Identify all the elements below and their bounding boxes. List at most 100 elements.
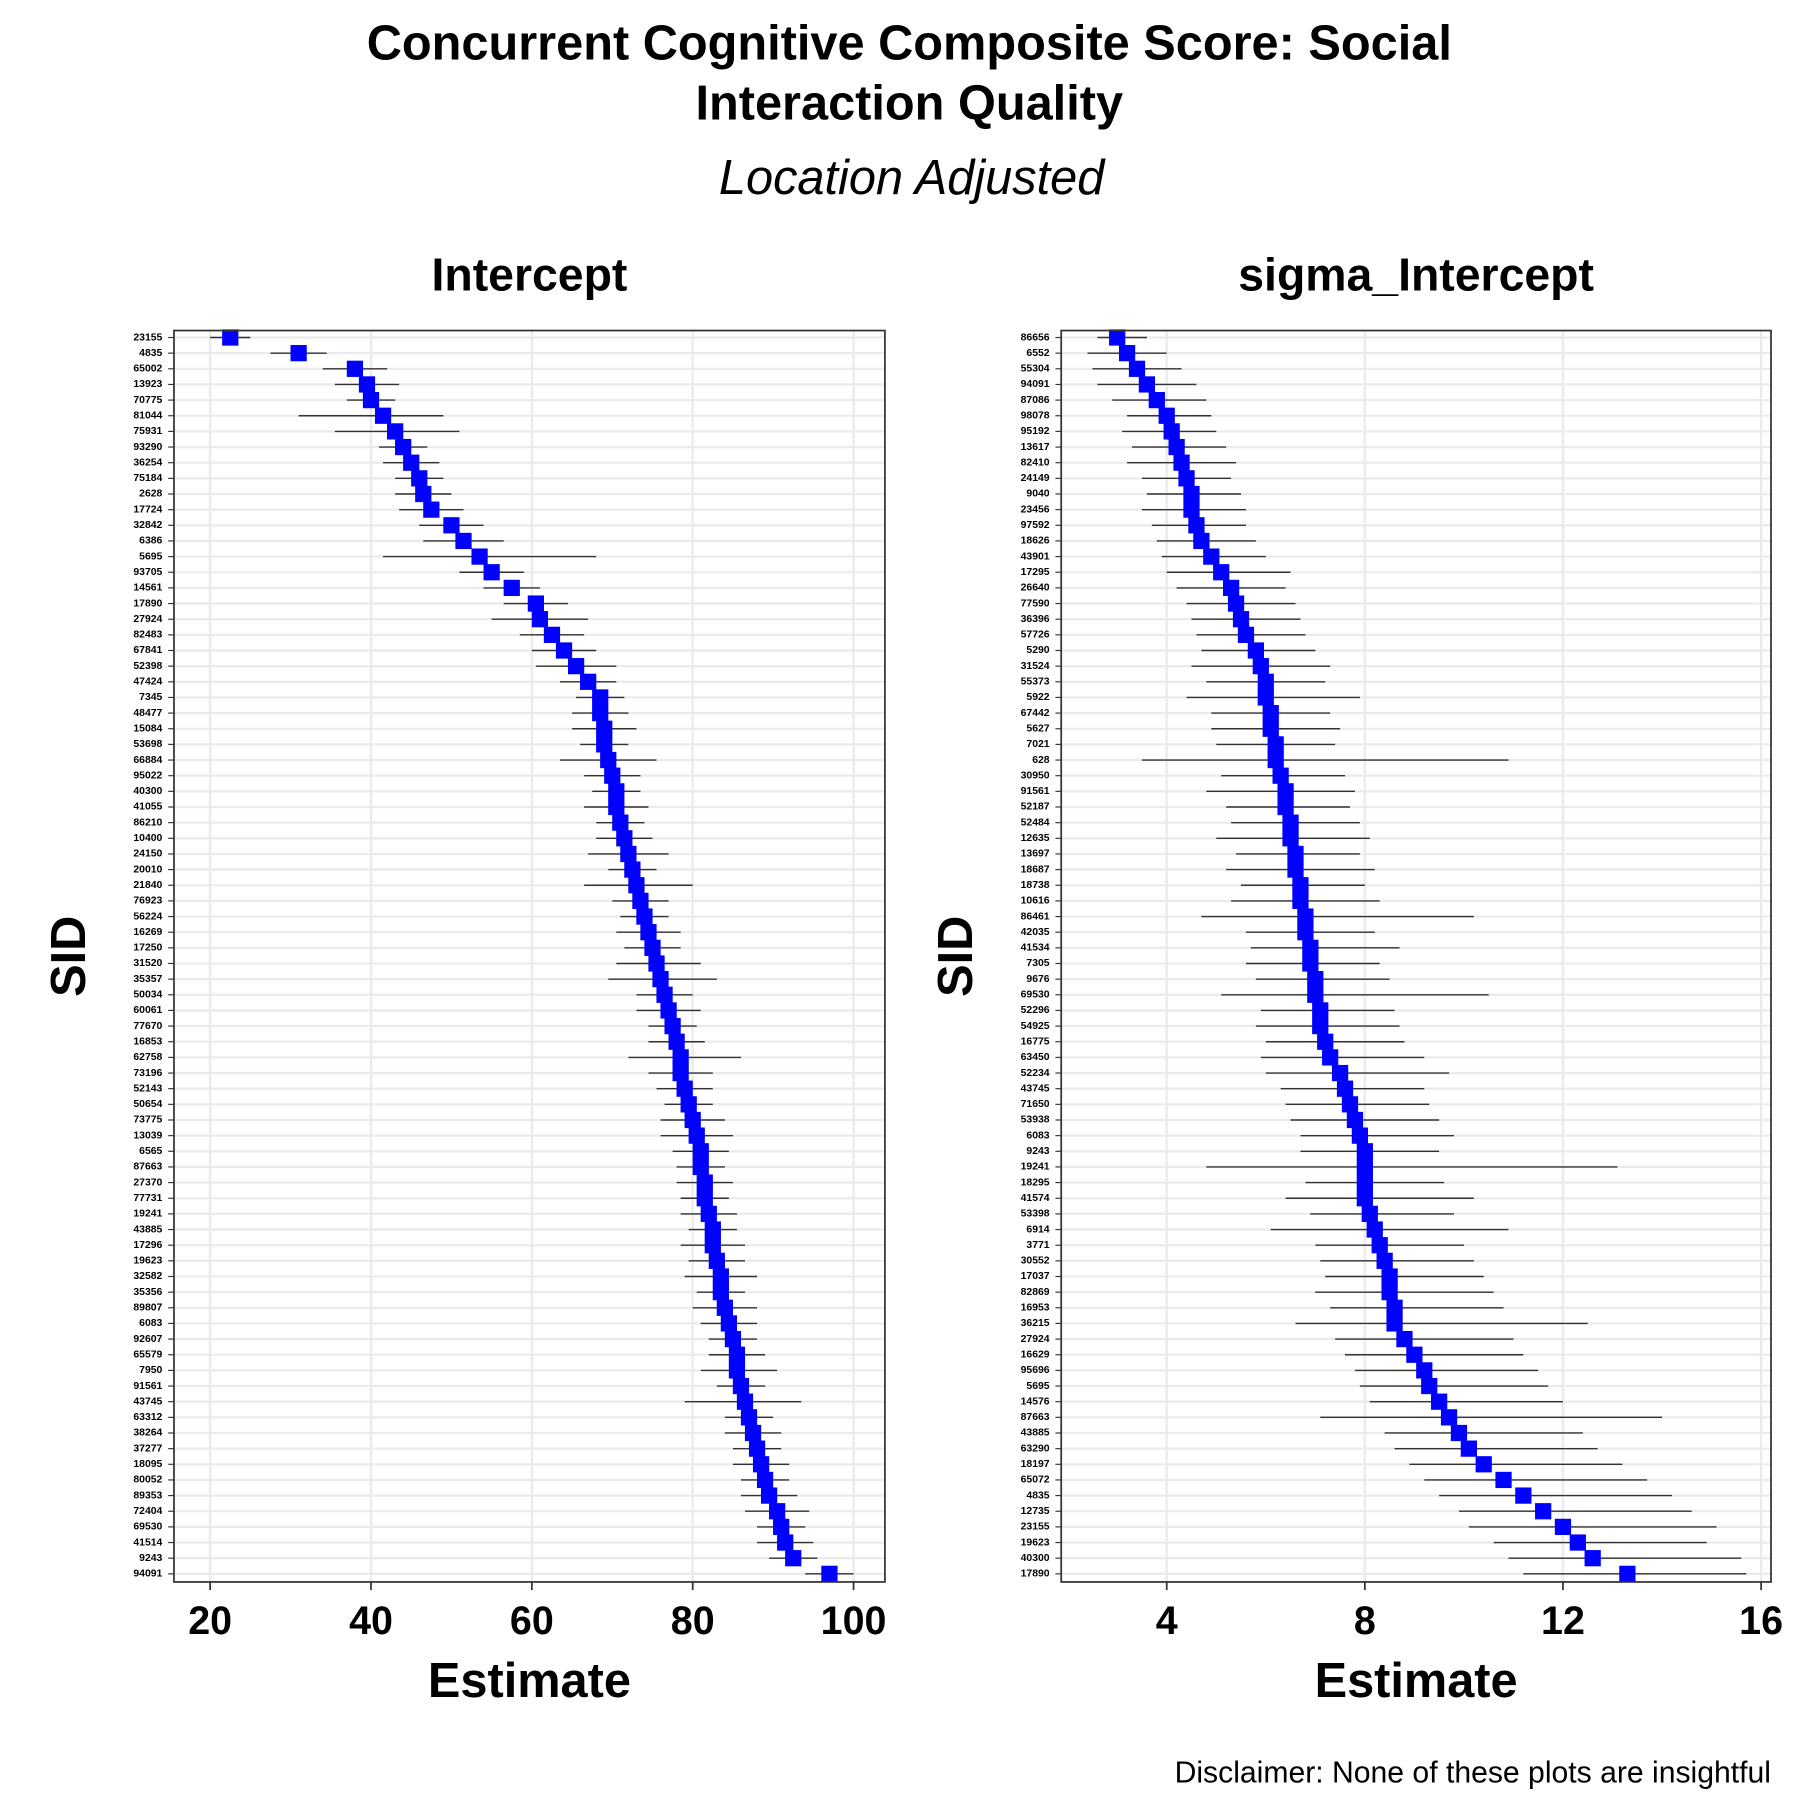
panel: 86656 6552 55304 94091 87086 98078 95192 13617 8… [929,249,1783,1708]
point [636,908,653,925]
y-tick-label: 82483 [133,630,162,641]
point [1183,501,1200,518]
point [1277,783,1294,800]
y-tick-label: 23155 [1021,1522,1050,1533]
y-tick-label: 5695 [1026,1381,1049,1392]
title: Concurrent Cognitive Composite Score: So… [367,16,1452,70]
point [728,1362,746,1379]
point [1287,861,1304,878]
point [1341,1096,1359,1113]
y-tick-label: 10616 [1021,896,1050,907]
y-tick-label: 35356 [133,1287,162,1298]
y-tick-label: 43745 [133,1396,162,1407]
y-tick-label: 16853 [133,1036,162,1047]
point [1406,1346,1423,1363]
y-tick-label: 9676 [1026,974,1049,985]
point [620,845,637,863]
point [1495,1471,1512,1489]
point [1554,1518,1572,1536]
point [1148,391,1165,409]
point [222,329,239,346]
point [704,1221,721,1238]
point [1302,955,1319,972]
y-tick-label: 17890 [133,598,162,609]
point [1183,485,1200,503]
point [740,1409,758,1426]
y-tick-label: 18295 [1021,1177,1050,1188]
y-tick-label: 57726 [1021,630,1050,641]
y-tick-label: 32582 [133,1271,162,1282]
y-tick-label: 80052 [133,1475,162,1486]
point [708,1252,725,1269]
y-tick-label: 21840 [133,880,162,891]
y-tick-label: 27924 [133,614,162,625]
point [688,1127,705,1144]
x-tick-label: 20 [188,1599,232,1643]
y-tick-label: 63290 [1021,1443,1050,1454]
point [1232,611,1250,628]
point [596,720,613,737]
point [1138,376,1156,393]
y-tick-label: 43885 [1021,1428,1050,1439]
y-tick-label: 4835 [139,348,162,359]
y-tick-label: 94091 [1021,379,1050,390]
y-tick-label: 72404 [133,1506,162,1517]
y-axis-label: SID [42,916,96,997]
y-tick-label: 67841 [133,645,162,656]
point [411,470,428,487]
point [704,1237,721,1254]
x-axis-label: Estimate [1315,1654,1518,1708]
y-tick-label: 50654 [133,1099,162,1110]
point [1421,1377,1438,1395]
point [604,767,621,784]
y-tick-label: 5922 [1026,692,1049,703]
y-tick-label: 16269 [133,927,162,938]
point [736,1393,754,1410]
y-tick-label: 17296 [133,1240,162,1251]
point [555,642,573,659]
y-tick-label: 75184 [133,473,162,484]
point [1619,1565,1636,1582]
y-tick-label: 41514 [133,1537,162,1548]
point [652,971,669,988]
y-tick-label: 52187 [1021,802,1050,813]
point [1193,532,1210,550]
point [1440,1409,1458,1426]
y-tick-label: 7950 [139,1365,162,1376]
point [1307,971,1324,988]
point [616,830,633,847]
point [1237,626,1255,643]
y-tick-label: 94091 [133,1569,162,1580]
panel-border [1060,329,1772,1583]
y-tick-label: 69530 [1021,990,1050,1001]
y-tick-label: 7305 [1026,958,1049,969]
y-tick-label: 63450 [1021,1052,1050,1063]
point [1252,658,1269,675]
y-tick-label: 6083 [1026,1130,1049,1141]
y-tick-label: 48477 [133,708,162,719]
y-tick-label: 18626 [1021,536,1050,547]
y-tick-label: 41055 [133,802,162,813]
x-tick-label: 60 [510,1599,554,1643]
plot-area [173,330,885,1582]
x-tick-label: 12 [1541,1599,1585,1643]
point [1366,1221,1383,1238]
point [1247,642,1264,659]
y-tick-label: 98078 [1021,410,1050,421]
point [1213,564,1230,581]
point [696,1174,713,1191]
panel: 23155 4835 65002 13923 70775 81044 75931 93290 3… [42,249,887,1708]
y-tick-label: 19623 [133,1256,162,1267]
y-tick-label: 30552 [1021,1256,1050,1267]
point [1322,1049,1339,1066]
point [1287,845,1304,863]
y-tick-label: 54925 [1021,1021,1050,1032]
y-tick-label: 43745 [1021,1083,1050,1094]
point [1307,986,1324,1003]
point [712,1284,729,1301]
point [1128,360,1146,377]
y-tick-label: 41534 [1021,943,1050,954]
point [483,564,500,581]
x-tick-label: 8 [1354,1599,1376,1643]
point [1381,1284,1398,1301]
